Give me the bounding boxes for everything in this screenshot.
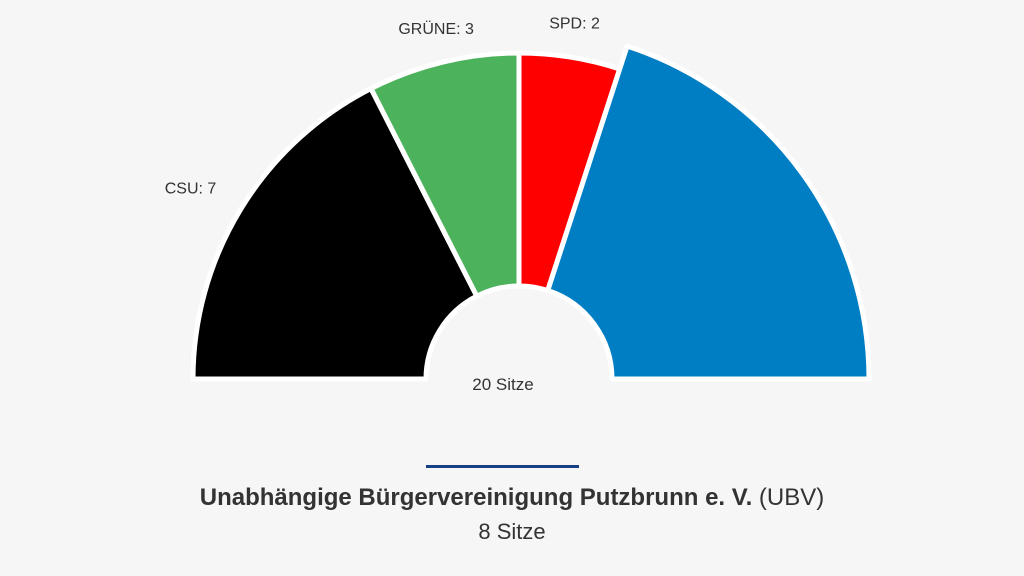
segment-grüne[interactable] [368,50,522,299]
party-abbreviation: (UBV) [758,484,825,511]
segment-label-csu: CSU: 7 [165,181,217,198]
party-caption: Unabhängige Bürgervereinigung Putzbrunn … [0,480,1024,548]
segment-label-spd: SPD: 2 [549,15,600,32]
caption-title: Unabhängige Bürgervereinigung Putzbrunn … [0,480,1024,516]
segment-label-grüne: GRÜNE: 3 [398,20,474,38]
caption-divider [426,465,579,468]
chart-segments [190,43,872,382]
party-name: Unabhängige Bürgervereinigung Putzbrunn … [199,484,753,511]
segment-ubv[interactable] [545,43,872,382]
total-seats-label: 20 Sitze [472,375,533,394]
party-seats: 8 Sitze [478,519,546,544]
parliament-chart: CSU: 7 GRÜNE: 3 SPD: 2 20 Sitze [164,15,872,394]
chart-labels: CSU: 7 GRÜNE: 3 SPD: 2 [165,15,600,197]
